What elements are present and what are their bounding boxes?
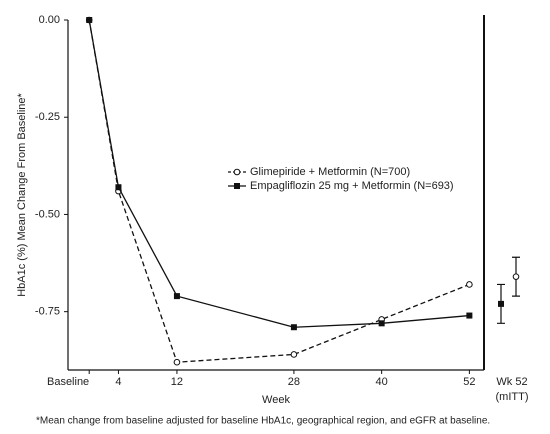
y-tick-label: 0.00 (39, 14, 60, 26)
y-tick-label: -0.25 (35, 111, 60, 123)
footnote: *Mean change from baseline adjusted for … (36, 416, 490, 427)
x-tick-label: 28 (288, 376, 300, 388)
mitt-point (498, 300, 504, 307)
legend-label: Empagliflozin 25 mg + Metformin (N=693) (250, 180, 454, 192)
legend-marker (234, 183, 240, 189)
legend-label: Glimepiride + Metformin (N=700) (250, 166, 410, 178)
x-tick-label: 12 (171, 376, 183, 388)
data-point (86, 17, 93, 23)
legend-marker (233, 168, 241, 176)
x-tick-label: 40 (376, 376, 388, 388)
data-point (173, 358, 181, 366)
y-tick-label: -0.50 (35, 208, 60, 220)
x-tick-label: 4 (115, 376, 121, 388)
data-point (115, 184, 122, 191)
mitt-point (512, 273, 520, 280)
data-point (466, 281, 473, 288)
x-axis-label: Week (262, 394, 290, 406)
data-point (290, 351, 298, 358)
data-point (290, 324, 297, 331)
x-tick-label: Baseline (47, 376, 89, 388)
mitt-label: Wk 52 (496, 376, 527, 388)
data-point (466, 312, 473, 319)
x-tick-label: 52 (463, 376, 475, 388)
data-point (378, 320, 385, 327)
data-point (173, 293, 180, 300)
series-line (88, 19, 470, 328)
mitt-label: (mITT) (496, 391, 529, 403)
y-tick-label: -0.75 (35, 306, 60, 318)
y-axis-label: HbA1c (%) Mean Change From Baseline* (16, 92, 28, 296)
